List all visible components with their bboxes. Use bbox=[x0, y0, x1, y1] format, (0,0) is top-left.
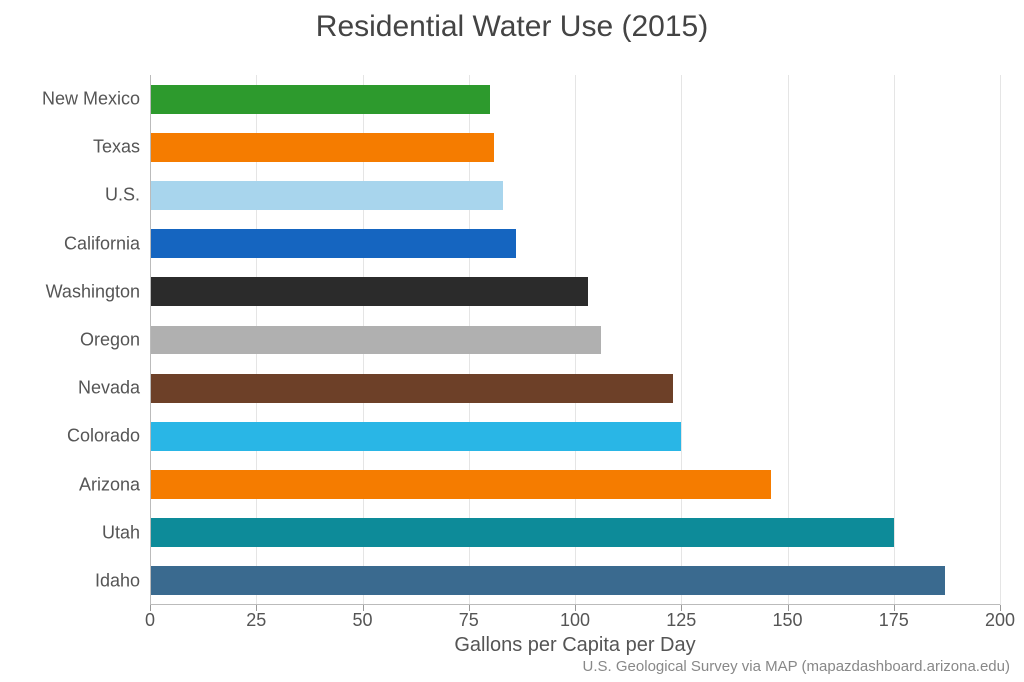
bar bbox=[150, 470, 771, 499]
x-axis-labels: 0255075100125150175200 bbox=[150, 610, 1000, 634]
y-tick-label: Oregon bbox=[0, 330, 140, 351]
x-tick-label: 0 bbox=[145, 610, 155, 631]
y-tick-label: U.S. bbox=[0, 185, 140, 206]
bar-slot bbox=[150, 460, 1000, 508]
bar bbox=[150, 133, 494, 162]
plot-area bbox=[150, 75, 1000, 605]
bar-slot bbox=[150, 171, 1000, 219]
chart-container: Residential Water Use (2015) New Mexico T… bbox=[0, 0, 1024, 682]
x-tick-label: 200 bbox=[985, 610, 1015, 631]
bar bbox=[150, 277, 588, 306]
x-axis-title: Gallons per Capita per Day bbox=[150, 634, 1000, 657]
bar bbox=[150, 422, 681, 451]
bar-slot bbox=[150, 123, 1000, 171]
bar-slot bbox=[150, 412, 1000, 460]
y-tick-label: New Mexico bbox=[0, 89, 140, 110]
bar bbox=[150, 85, 490, 114]
x-tick-label: 175 bbox=[879, 610, 909, 631]
x-tick-label: 100 bbox=[560, 610, 590, 631]
y-axis-labels: New Mexico Texas U.S. California Washington O… bbox=[0, 75, 140, 605]
y-axis-line bbox=[150, 75, 151, 605]
source-text: U.S. Geological Survey via MAP (mapazdas… bbox=[583, 658, 1010, 675]
bar-slot bbox=[150, 364, 1000, 412]
bars-group bbox=[150, 75, 1000, 605]
y-tick-label: Idaho bbox=[0, 570, 140, 591]
y-tick-label: Texas bbox=[0, 137, 140, 158]
x-tick-label: 25 bbox=[246, 610, 266, 631]
bar-slot bbox=[150, 75, 1000, 123]
x-tick-label: 75 bbox=[459, 610, 479, 631]
bar bbox=[150, 326, 601, 355]
bar bbox=[150, 518, 894, 547]
x-tick-label: 125 bbox=[666, 610, 696, 631]
bar-slot bbox=[150, 316, 1000, 364]
x-tick-label: 150 bbox=[772, 610, 802, 631]
bar-slot bbox=[150, 557, 1000, 605]
y-tick-label: Arizona bbox=[0, 474, 140, 495]
y-tick-label: Nevada bbox=[0, 378, 140, 399]
y-tick-label: California bbox=[0, 233, 140, 254]
bar-slot bbox=[150, 509, 1000, 557]
bar-slot bbox=[150, 268, 1000, 316]
grid-line bbox=[1000, 75, 1001, 605]
bar bbox=[150, 374, 673, 403]
y-tick-label: Colorado bbox=[0, 426, 140, 447]
x-tick-label: 50 bbox=[352, 610, 372, 631]
y-tick-label: Utah bbox=[0, 522, 140, 543]
chart-title: Residential Water Use (2015) bbox=[0, 10, 1024, 44]
bar bbox=[150, 566, 945, 595]
bar bbox=[150, 229, 516, 258]
bar bbox=[150, 181, 503, 210]
y-tick-label: Washington bbox=[0, 281, 140, 302]
bar-slot bbox=[150, 220, 1000, 268]
